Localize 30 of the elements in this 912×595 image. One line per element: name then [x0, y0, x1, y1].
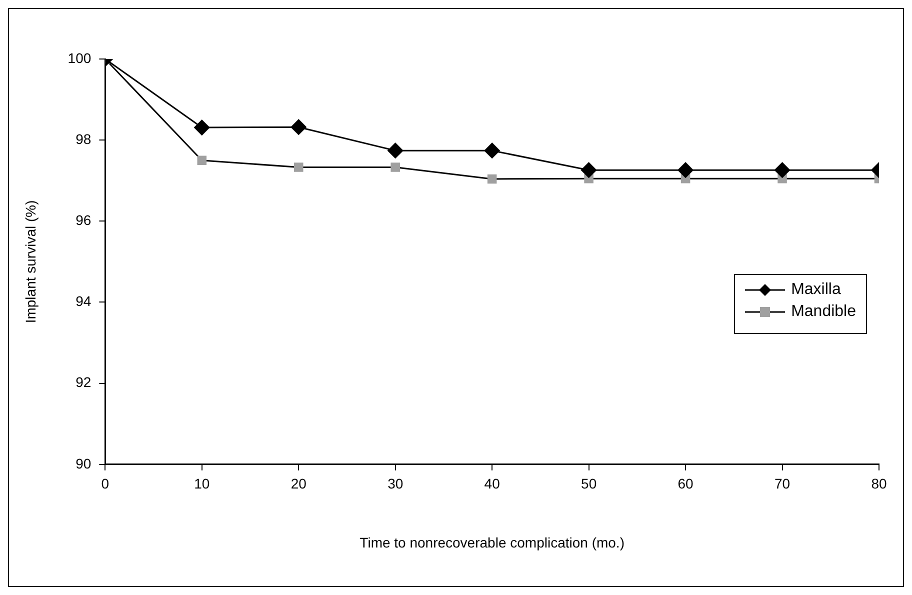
- x-tick-label: 70: [774, 476, 790, 492]
- x-tick-label: 80: [871, 476, 887, 492]
- legend-label: Mandible: [791, 303, 856, 321]
- y-tick-label: 90: [76, 455, 92, 472]
- point: [294, 162, 304, 172]
- x-tick-label: 20: [290, 476, 307, 492]
- point: [487, 174, 497, 184]
- point: [678, 162, 694, 178]
- point: [390, 162, 400, 172]
- x-tick-label: 40: [484, 476, 500, 492]
- point: [581, 162, 597, 178]
- y-tick-label: 94: [76, 293, 92, 310]
- x-axis-title: Time to nonrecoverable complication (mo.): [360, 534, 624, 550]
- x-tick-label: 0: [101, 476, 110, 492]
- y-tick-label: 92: [76, 374, 92, 390]
- x-tick-label: 50: [581, 476, 597, 492]
- x-tick-label: 60: [678, 476, 694, 492]
- point: [290, 119, 306, 135]
- y-tick-label: 98: [76, 130, 92, 147]
- point: [774, 162, 790, 178]
- point: [194, 120, 210, 136]
- y-axis-title: Implant survival (%): [22, 200, 38, 324]
- point: [484, 142, 500, 158]
- x-tick-label: 30: [388, 476, 404, 492]
- legend-label: Maxilla: [791, 281, 841, 299]
- point: [388, 142, 404, 158]
- x-tick-label: 10: [194, 476, 210, 492]
- y-tick-label: 96: [76, 212, 92, 228]
- y-tick-label: 100: [68, 50, 92, 66]
- point: [197, 156, 207, 165]
